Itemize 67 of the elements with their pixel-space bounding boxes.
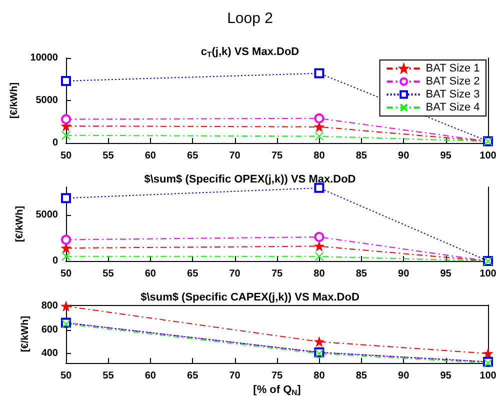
y-axis-title: [€/kWh] [20,316,31,352]
x-tick-label: 95 [440,370,452,382]
y-tick-label: 5000 [36,209,58,220]
y-axis-title: [€/kWh] [8,82,20,119]
y-tick-label: 800 [41,300,58,312]
x-tick-label: 80 [314,268,326,280]
point [62,252,70,261]
x-tick-label: 95 [440,268,452,280]
x-tick-label: 65 [187,150,199,162]
chart-subtitle: $\sum$ (Specific CAPEX(j,k)) VS Max.DoD [140,292,360,304]
x-tick-label: 70 [229,370,241,382]
legend-label: BAT Size 2 [426,76,480,88]
x-tick-label: 60 [144,150,156,162]
y-tick-label: 5000 [36,95,58,106]
point [314,252,324,261]
x-tick-label: 55 [102,268,114,280]
x-tick-label: 75 [271,268,283,280]
point [61,193,71,204]
point [62,244,70,253]
y-tick-label: 0 [52,256,58,266]
x-tick-label: 90 [398,268,410,280]
y-tick-label: 400 [41,348,58,360]
x-tick-label: 85 [356,370,368,382]
x-tick-label: 90 [398,370,410,382]
x-tick-label: 95 [440,150,452,162]
x-tick-label: 75 [271,370,283,382]
point [314,122,324,132]
point [314,68,324,78]
y-tick-label: 0 [52,138,58,148]
y-axis-title: [€/kWh] [14,206,26,242]
x-tick-label: 100 [480,150,497,162]
x-tick-label: 65 [187,268,199,280]
point [314,132,324,141]
x-tick-label: 60 [144,268,156,280]
legend-label: BAT Size 1 [426,62,480,74]
point [61,234,71,245]
x-tick-label: 75 [271,150,283,162]
x-tick-label: 70 [229,268,241,280]
y-tick-label: 10000 [30,52,58,64]
point [314,113,324,124]
point [62,130,70,140]
x-tick-label: 60 [144,370,156,382]
x-tick-label: 55 [102,370,114,382]
x-tick-label: 50 [60,268,72,280]
x-tick-label: 65 [187,370,199,382]
x-tick-label: 85 [356,268,368,280]
x-tick-label: 50 [60,150,72,162]
point [314,182,324,193]
legend-label: BAT Size 3 [426,88,480,100]
x-tick-label: 90 [398,150,410,162]
x-tick-label: 70 [229,150,241,162]
x-tick-label: 55 [102,150,114,162]
x-tick-label: 85 [356,150,368,162]
point [61,114,71,124]
point [314,242,324,251]
chart-subtitle: $\sum$ (Specific OPEX(j,k)) VS Max.DoD [144,174,356,186]
y-tick-label: 600 [41,324,58,336]
point [61,76,71,86]
x-tick-label: 100 [480,370,497,382]
x-tick-label: 100 [480,268,497,280]
x-tick-label: 80 [314,150,326,162]
x-tick-label: 50 [60,370,72,382]
chart-title: Loop 2 [227,10,273,27]
point [314,232,324,242]
legend-label: BAT Size 4 [426,102,480,114]
point [314,337,324,346]
x-tick-label: 80 [314,370,326,382]
